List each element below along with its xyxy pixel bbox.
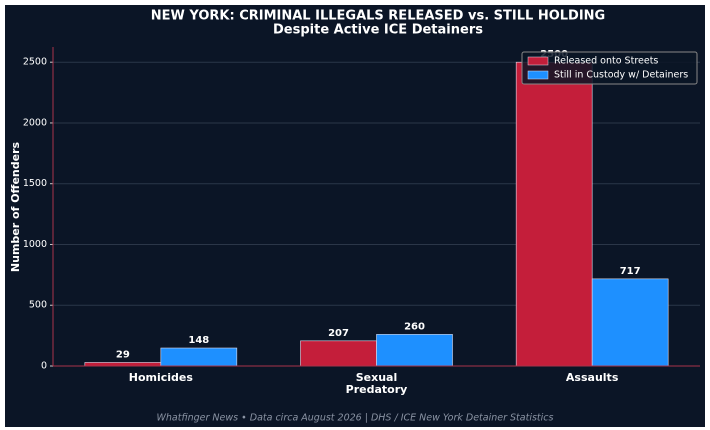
legend-swatch bbox=[527, 56, 549, 66]
bar bbox=[300, 340, 377, 367]
x-tick-label: Assaults bbox=[565, 371, 619, 384]
value-label: 260 bbox=[404, 321, 425, 332]
x-tick-label: Sexual Predatory bbox=[345, 371, 408, 396]
bar bbox=[515, 61, 593, 367]
legend-label: Still in Custody w/ Detainers bbox=[554, 70, 688, 81]
legend-box bbox=[521, 51, 698, 85]
chart-title: NEW YORK: CRIMINAL ILLEGALS RELEASED vs.… bbox=[151, 9, 605, 24]
footnote: Whatfinger News • Data circa August 2026… bbox=[157, 413, 554, 424]
y-tick-label: 500 bbox=[29, 300, 47, 311]
bar bbox=[160, 347, 238, 367]
y-tick-label: 2500 bbox=[23, 57, 47, 68]
legend-label: Released onto Streets bbox=[554, 56, 658, 67]
y-tick-label: 1500 bbox=[23, 178, 47, 189]
y-tick-label: 2000 bbox=[23, 117, 47, 128]
chart-subtitle: Despite Active ICE Detainers bbox=[273, 23, 483, 38]
y-axis-label: Number of Offenders bbox=[9, 141, 22, 272]
legend-swatch bbox=[527, 70, 549, 80]
y-tick-label: 1000 bbox=[23, 239, 47, 250]
y-tick-label: 0 bbox=[41, 361, 47, 372]
bar bbox=[376, 334, 453, 367]
bar bbox=[591, 278, 669, 367]
value-label: 29 bbox=[116, 349, 130, 360]
x-tick-label: Homicides bbox=[128, 371, 193, 384]
bar bbox=[84, 362, 162, 367]
value-label: 207 bbox=[328, 328, 349, 339]
value-label: 717 bbox=[620, 266, 641, 277]
value-label: 148 bbox=[188, 335, 209, 346]
